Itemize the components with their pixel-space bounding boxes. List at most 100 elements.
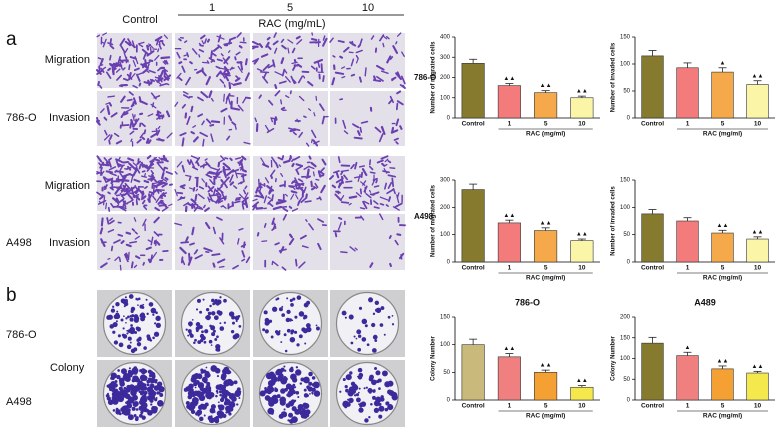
cell xyxy=(186,115,191,126)
cell xyxy=(280,99,283,105)
colony xyxy=(286,297,289,300)
cell xyxy=(260,157,266,166)
cell xyxy=(223,67,228,74)
colony xyxy=(215,384,221,390)
colony xyxy=(219,386,225,391)
cell xyxy=(243,189,247,195)
cell xyxy=(306,168,310,179)
cell xyxy=(244,72,250,82)
colony xyxy=(348,386,355,393)
cell xyxy=(401,51,405,57)
cell xyxy=(310,186,317,191)
colony xyxy=(350,381,356,387)
y-tick-label: 50 xyxy=(623,89,630,95)
cell xyxy=(174,188,178,197)
cell xyxy=(337,221,342,231)
cell xyxy=(154,180,160,184)
cell xyxy=(174,101,179,107)
cell xyxy=(182,90,189,95)
cell-line: 786-O xyxy=(6,329,37,341)
cell xyxy=(341,76,346,79)
colony xyxy=(372,348,377,353)
cell xyxy=(115,62,123,67)
cell xyxy=(100,238,106,248)
cell xyxy=(288,205,293,209)
cell xyxy=(272,223,276,231)
cell xyxy=(123,77,129,82)
cell xyxy=(238,227,244,231)
colony xyxy=(305,323,311,328)
bar xyxy=(746,372,769,401)
colony xyxy=(295,369,302,376)
colony xyxy=(357,347,362,352)
cell xyxy=(99,58,104,66)
colony xyxy=(187,329,192,334)
cell xyxy=(138,44,144,48)
cell xyxy=(258,184,263,189)
colony xyxy=(111,309,115,312)
colony xyxy=(279,396,287,404)
cell xyxy=(220,180,227,187)
colony xyxy=(195,326,200,331)
colony xyxy=(122,301,125,304)
x-axis-label: RAC (mg/ml) xyxy=(526,131,565,138)
colony xyxy=(391,315,394,317)
cell xyxy=(382,170,390,174)
cell xyxy=(125,252,129,259)
cell xyxy=(133,194,136,199)
bar xyxy=(711,368,734,401)
colony xyxy=(383,333,386,336)
y-tick-label: 100 xyxy=(620,356,631,362)
cell xyxy=(141,190,145,195)
cell xyxy=(199,163,208,168)
colony xyxy=(378,402,382,406)
cell xyxy=(213,188,216,195)
cell xyxy=(216,216,223,221)
cell xyxy=(185,236,189,242)
cell xyxy=(321,115,326,125)
bar xyxy=(746,84,769,119)
cell xyxy=(217,258,226,264)
colony xyxy=(359,402,364,407)
colony xyxy=(124,296,127,299)
cell xyxy=(102,38,107,48)
cell xyxy=(116,186,122,189)
cell xyxy=(150,170,155,175)
colony xyxy=(265,372,273,380)
cell xyxy=(252,57,260,63)
cell xyxy=(210,166,219,171)
cell xyxy=(214,168,221,175)
cell xyxy=(394,202,403,208)
cell xyxy=(313,185,318,190)
colony xyxy=(280,341,283,343)
cell xyxy=(371,191,380,196)
bar xyxy=(534,230,558,263)
colony xyxy=(230,329,235,334)
colony xyxy=(134,331,138,334)
colony xyxy=(228,370,232,374)
colony xyxy=(126,344,132,350)
cell xyxy=(355,192,362,198)
cell xyxy=(102,32,108,36)
colony xyxy=(207,311,212,316)
colony xyxy=(223,380,230,387)
cell xyxy=(253,59,259,65)
y-tick-label: 0 xyxy=(627,398,631,404)
cell xyxy=(298,261,306,269)
colony xyxy=(133,347,138,352)
cell xyxy=(111,177,114,181)
y-tick-label: 100 xyxy=(440,342,451,348)
cell xyxy=(127,186,136,193)
colony xyxy=(283,376,287,380)
cell xyxy=(105,71,112,79)
cell xyxy=(148,193,151,203)
cell xyxy=(147,258,152,264)
colony xyxy=(269,379,276,386)
column-header: Control xyxy=(122,14,157,26)
cell xyxy=(312,171,315,177)
x-axis-label: RAC (mg/ml) xyxy=(526,413,565,420)
cell xyxy=(383,35,388,40)
colony xyxy=(121,412,124,415)
colony xyxy=(371,379,377,386)
colony xyxy=(228,380,235,386)
